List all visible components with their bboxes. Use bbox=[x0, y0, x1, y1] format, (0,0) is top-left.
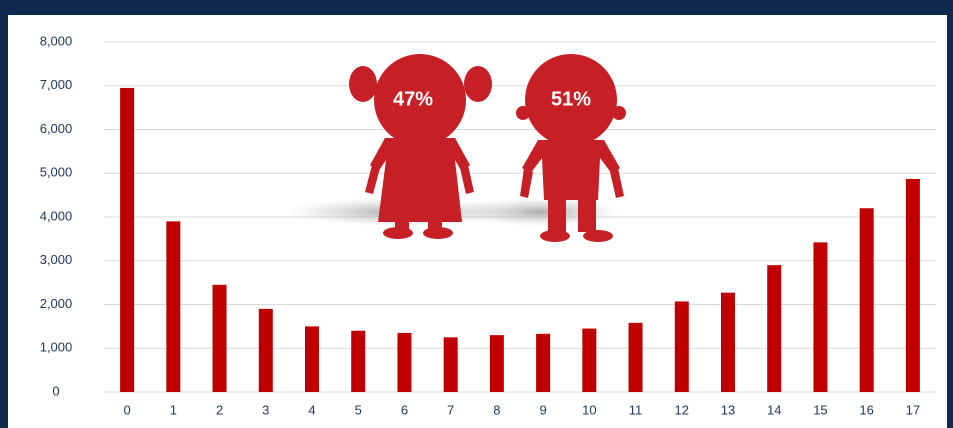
bar bbox=[490, 335, 504, 392]
bar bbox=[906, 179, 920, 392]
x-tick-label: 16 bbox=[859, 402, 873, 417]
bar bbox=[444, 337, 458, 392]
bar bbox=[397, 333, 411, 392]
x-tick-label: 0 bbox=[123, 402, 130, 417]
frame-left bbox=[0, 0, 8, 428]
bar bbox=[582, 329, 596, 392]
x-tick-label: 7 bbox=[447, 402, 454, 417]
x-tick-label: 13 bbox=[721, 402, 735, 417]
x-tick-label: 15 bbox=[813, 402, 827, 417]
x-tick-label: 14 bbox=[767, 402, 781, 417]
x-tick-label: 17 bbox=[906, 402, 920, 417]
x-tick-label: 8 bbox=[493, 402, 500, 417]
x-tick-label: 10 bbox=[582, 402, 596, 417]
annotation: 51% bbox=[551, 88, 591, 110]
x-tick-label: 1 bbox=[170, 402, 177, 417]
annotation: 47% bbox=[393, 88, 433, 110]
x-tick-label: 3 bbox=[262, 402, 269, 417]
y-tick-label: 5,000 bbox=[40, 165, 73, 180]
x-tick-label: 12 bbox=[675, 402, 689, 417]
x-tick-label: 2 bbox=[216, 402, 223, 417]
y-tick-label: 3,000 bbox=[40, 252, 73, 267]
y-tick-label: 4,000 bbox=[40, 208, 73, 223]
bar bbox=[767, 265, 781, 392]
bar bbox=[166, 221, 180, 392]
bar bbox=[259, 309, 273, 392]
chart: 47% 51% 0 1,000 2,000 3,000 4,000 5,000 6,000 7… bbox=[0, 0, 953, 428]
x-tick-label: 11 bbox=[629, 402, 643, 417]
bar bbox=[721, 293, 735, 392]
y-tick-label: 6,000 bbox=[40, 121, 73, 136]
bar bbox=[675, 301, 689, 392]
frame-right bbox=[947, 0, 953, 428]
bar bbox=[305, 326, 319, 392]
frame-top bbox=[0, 0, 953, 15]
x-tick-label: 5 bbox=[355, 402, 362, 417]
bar bbox=[860, 208, 874, 392]
y-tick-label: 2,000 bbox=[40, 296, 73, 311]
bar bbox=[213, 285, 227, 392]
bar bbox=[629, 323, 643, 392]
x-tick-label: 4 bbox=[308, 402, 315, 417]
y-tick-label: 0 bbox=[52, 383, 59, 398]
bar bbox=[813, 242, 827, 392]
bar bbox=[351, 331, 365, 392]
bar bbox=[120, 88, 134, 392]
y-tick-label: 7,000 bbox=[40, 77, 73, 92]
y-tick-label: 8,000 bbox=[40, 33, 73, 48]
y-tick-label: 1,000 bbox=[40, 340, 73, 355]
bar bbox=[536, 334, 550, 392]
x-tick-label: 9 bbox=[539, 402, 546, 417]
x-tick-label: 6 bbox=[401, 402, 408, 417]
